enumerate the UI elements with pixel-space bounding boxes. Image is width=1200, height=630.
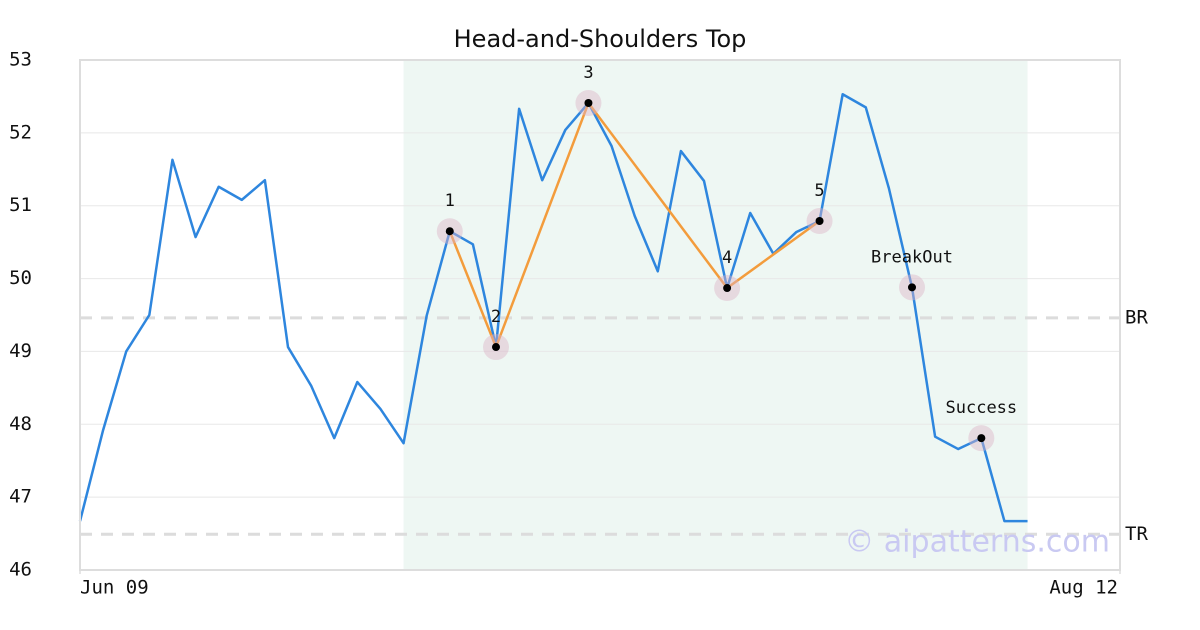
x-tick-label: Aug 12	[1049, 577, 1118, 599]
watermark: © aipatterns.com	[844, 525, 1110, 560]
y-tick-label: 47	[9, 486, 32, 508]
y-tick-label: 49	[9, 340, 32, 362]
pivot-label: 2	[491, 307, 501, 327]
y-tick-label: 48	[9, 413, 32, 435]
y-tick-label: 52	[9, 121, 32, 143]
pivot-label: 4	[722, 248, 732, 268]
pivot-point	[723, 284, 732, 293]
level-label: TR	[1125, 523, 1148, 545]
y-tick-label: 53	[9, 49, 32, 71]
pivot-point	[815, 217, 824, 226]
level-label: BR	[1125, 306, 1148, 328]
pivot-label: 5	[814, 181, 824, 201]
price-line	[78, 92, 1028, 523]
pivot-label: 1	[445, 191, 455, 211]
y-tick-label: 46	[9, 559, 32, 581]
pivot-point	[584, 98, 593, 107]
pivot-label: BreakOut	[871, 247, 953, 267]
y-tick-label: 51	[9, 194, 32, 216]
pivot-point	[492, 343, 500, 352]
x-tick-label: Jun 09	[80, 577, 149, 599]
pivot-point	[445, 227, 454, 236]
chart-title: Head-and-Shoulders Top	[454, 25, 747, 53]
pivot-point	[908, 283, 916, 292]
plot-frame	[79, 59, 1121, 571]
pivot-label: 3	[583, 63, 593, 83]
y-tick-label: 50	[9, 267, 32, 289]
pivot-point	[977, 434, 986, 443]
pivot-label: Success	[946, 398, 1018, 418]
